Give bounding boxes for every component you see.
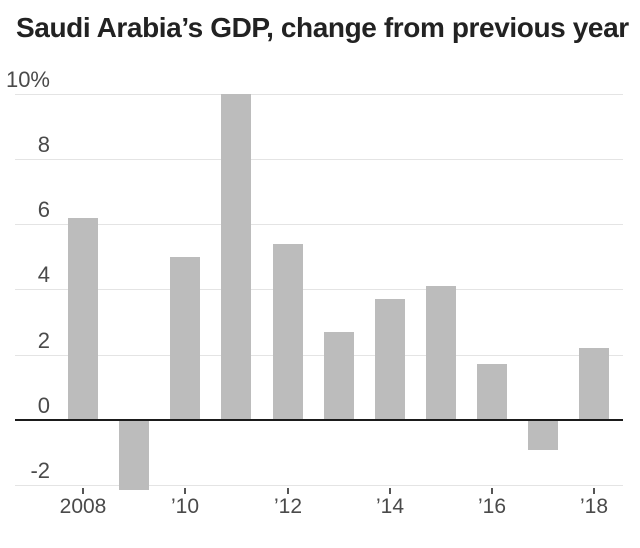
zero-axis-line	[15, 419, 623, 421]
y-gridline	[15, 224, 623, 225]
y-axis-label: 2	[37, 328, 50, 353]
x-tick-mark	[491, 488, 493, 494]
y-axis-label: -2	[30, 458, 50, 483]
x-tick-mark	[184, 488, 186, 494]
x-tick-mark	[287, 488, 289, 494]
x-axis-label: ’18	[579, 495, 609, 518]
x-axis-label: ’12	[273, 495, 303, 518]
bar-2014	[375, 299, 405, 420]
x-axis-label: ’14	[375, 495, 405, 518]
x-axis-label: ’16	[477, 495, 507, 518]
bar-2010	[170, 257, 200, 420]
bar-2012	[273, 244, 303, 420]
x-tick-mark	[593, 488, 595, 494]
y-axis-label: 0	[37, 393, 50, 418]
x-tick-mark	[389, 488, 391, 494]
y-gridline	[15, 159, 623, 160]
y-gridline	[15, 289, 623, 290]
y-gridline	[15, 485, 623, 486]
x-axis-label: 2008	[59, 495, 107, 518]
y-axis-label: 10%	[5, 67, 50, 92]
bar-2008	[68, 218, 98, 420]
y-axis-label: 4	[37, 262, 50, 287]
bar-2015	[426, 286, 456, 420]
bar-2018	[579, 348, 609, 420]
bar-2009	[119, 421, 149, 490]
x-axis-label: ’10	[170, 495, 200, 518]
chart-title: Saudi Arabia’s GDP, change from previous…	[16, 12, 629, 43]
bar-2013	[324, 332, 354, 420]
y-gridline	[15, 355, 623, 356]
y-axis-label: 6	[37, 197, 50, 222]
y-gridline	[15, 94, 623, 95]
x-tick-mark	[82, 488, 84, 494]
y-axis-label: 8	[37, 132, 50, 157]
bar-2016	[477, 364, 507, 420]
bar-2017	[528, 421, 558, 450]
bar-2011	[221, 94, 251, 421]
